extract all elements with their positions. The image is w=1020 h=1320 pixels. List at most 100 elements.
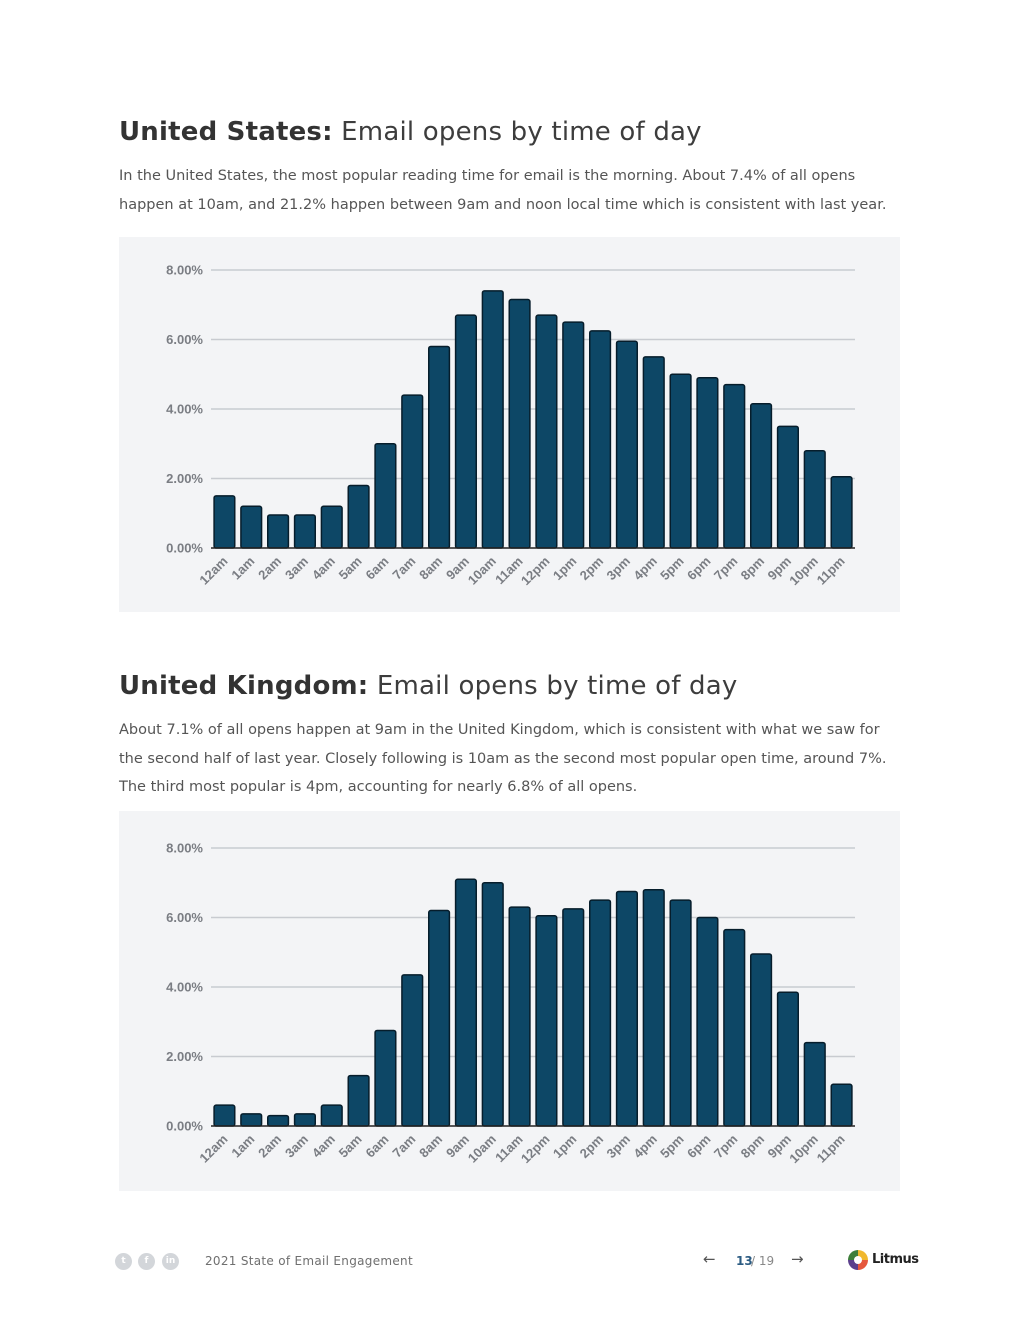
bar-3am: [293, 1113, 316, 1127]
x-tick-label: 6pm: [684, 554, 714, 584]
bar-2am: [267, 1114, 290, 1127]
bar-9am: [454, 878, 477, 1127]
bar-1am: [240, 1113, 263, 1127]
uk-heading: United Kingdom: Email opens by time of d…: [119, 666, 900, 706]
y-tick-label: 8.00%: [166, 841, 203, 856]
twitter-icon[interactable]: t: [115, 1253, 132, 1270]
bar-4am: [320, 1104, 343, 1127]
x-tick-label: 8pm: [738, 1132, 768, 1162]
y-tick-label: 4.00%: [166, 402, 203, 417]
bar-5pm: [669, 373, 692, 549]
linkedin-icon[interactable]: in: [162, 1253, 179, 1270]
current-page-number: 13: [736, 1254, 753, 1268]
bar-1pm: [562, 908, 585, 1127]
x-tick-label: 10am: [465, 554, 499, 588]
litmus-logo-icon: [848, 1250, 868, 1270]
x-tick-label: 5am: [336, 554, 365, 583]
bar-2pm: [589, 899, 612, 1127]
bar-6pm: [696, 916, 719, 1127]
x-tick-label: 8am: [416, 1132, 445, 1161]
x-tick-label: 1pm: [550, 1132, 580, 1162]
bar-10am: [481, 882, 504, 1127]
uk-heading-rest: Email opens by time of day: [368, 671, 738, 701]
bar-8am: [428, 345, 451, 549]
bar-10pm: [803, 1041, 826, 1127]
bar-2pm: [589, 330, 612, 549]
x-tick-label: 6am: [363, 554, 392, 583]
x-tick-label: 7am: [389, 1132, 418, 1161]
bar-8pm: [750, 953, 773, 1127]
y-tick-label: 0.00%: [166, 1119, 203, 1134]
y-tick-label: 4.00%: [166, 980, 203, 995]
x-tick-label: 4am: [309, 1132, 338, 1161]
bar-1pm: [562, 321, 585, 549]
bar-3pm: [615, 340, 638, 549]
x-tick-label: 3am: [282, 1132, 311, 1161]
bar-11am: [508, 906, 531, 1127]
y-tick-label: 8.00%: [166, 263, 203, 278]
bar-3pm: [615, 890, 638, 1127]
next-page-arrow-icon[interactable]: →: [791, 1250, 804, 1268]
x-tick-label: 5pm: [657, 1132, 687, 1162]
bar-9am: [454, 314, 477, 549]
x-tick-label: 4am: [309, 554, 338, 583]
bar-4pm: [642, 356, 665, 549]
uk-heading-strong: United Kingdom:: [119, 671, 369, 701]
report-title: 2021 State of Email Engagement: [205, 1254, 413, 1268]
bar-7am: [401, 974, 424, 1127]
x-tick-label: 5pm: [657, 554, 687, 584]
bar-12am: [213, 1104, 236, 1127]
bar-3am: [293, 514, 316, 549]
uk-bar-chart: 0.00% 2.00% 4.00% 6.00% 8.00% 12am1am2am3am4a…: [166, 841, 855, 1167]
bar-11pm: [830, 476, 853, 549]
y-tick-label: 6.00%: [166, 910, 203, 925]
bar-6pm: [696, 376, 719, 549]
bar-10pm: [803, 449, 826, 549]
bar-2am: [267, 514, 290, 549]
us-chart-panel: 0.00% 2.00% 4.00% 6.00% 8.00% 12am 1am 2am 3am 4a…: [119, 237, 900, 612]
bar-1am: [240, 505, 263, 549]
total-pages: / 19: [751, 1254, 775, 1268]
x-tick-label: 11pm: [814, 1132, 848, 1166]
x-tick-label: 3pm: [604, 554, 634, 584]
x-tick-label: 11am: [492, 1132, 526, 1166]
facebook-icon[interactable]: f: [138, 1253, 155, 1270]
us-section: United States: Email opens by time of da…: [119, 112, 900, 219]
bar-5pm: [669, 899, 692, 1127]
x-tick-label: 5am: [336, 1132, 365, 1161]
bar-8am: [428, 909, 451, 1127]
bar-12pm: [535, 314, 558, 549]
bar-4pm: [642, 888, 665, 1127]
y-tick-label: 6.00%: [166, 332, 203, 347]
bar-5am: [347, 484, 370, 549]
bar-12am: [213, 495, 236, 549]
x-tick-label: 10pm: [786, 554, 821, 589]
bar-6am: [374, 1029, 397, 1127]
x-tick-label: 12pm: [518, 1132, 553, 1167]
bar-9pm: [776, 991, 799, 1127]
y-tick-label: 2.00%: [166, 471, 203, 486]
bar-11pm: [830, 1083, 853, 1127]
x-tick-label: 2pm: [577, 1132, 607, 1162]
us-description: In the United States, the most popular r…: [119, 168, 887, 213]
x-tick-label: 12am: [196, 1132, 230, 1166]
litmus-logo-text: Litmus: [872, 1252, 919, 1267]
x-tick-label: 6pm: [684, 1132, 714, 1162]
y-tick-label: 2.00%: [166, 1049, 203, 1064]
bar-7am: [401, 394, 424, 549]
x-tick-label: 7am: [389, 554, 418, 583]
previous-page-arrow-icon[interactable]: ←: [703, 1250, 716, 1268]
x-tick-label: 2pm: [577, 554, 607, 584]
bar-9pm: [776, 425, 799, 549]
x-tick-label: 1am: [228, 554, 257, 583]
bar-4am: [320, 505, 343, 549]
x-tick-label: 4pm: [630, 1132, 660, 1162]
uk-chart-panel: 0.00% 2.00% 4.00% 6.00% 8.00% 12am 1am 2am 3am 4a…: [119, 811, 900, 1191]
bar-7pm: [723, 928, 746, 1127]
x-tick-label: 7pm: [711, 554, 741, 584]
x-tick-label: 6am: [363, 1132, 392, 1161]
bar-12pm: [535, 915, 558, 1127]
page-footer: t f in 2021 State of Email Engagement ← …: [0, 1240, 1020, 1284]
bar-5am: [347, 1074, 370, 1127]
x-tick-label: 7pm: [711, 1132, 741, 1162]
